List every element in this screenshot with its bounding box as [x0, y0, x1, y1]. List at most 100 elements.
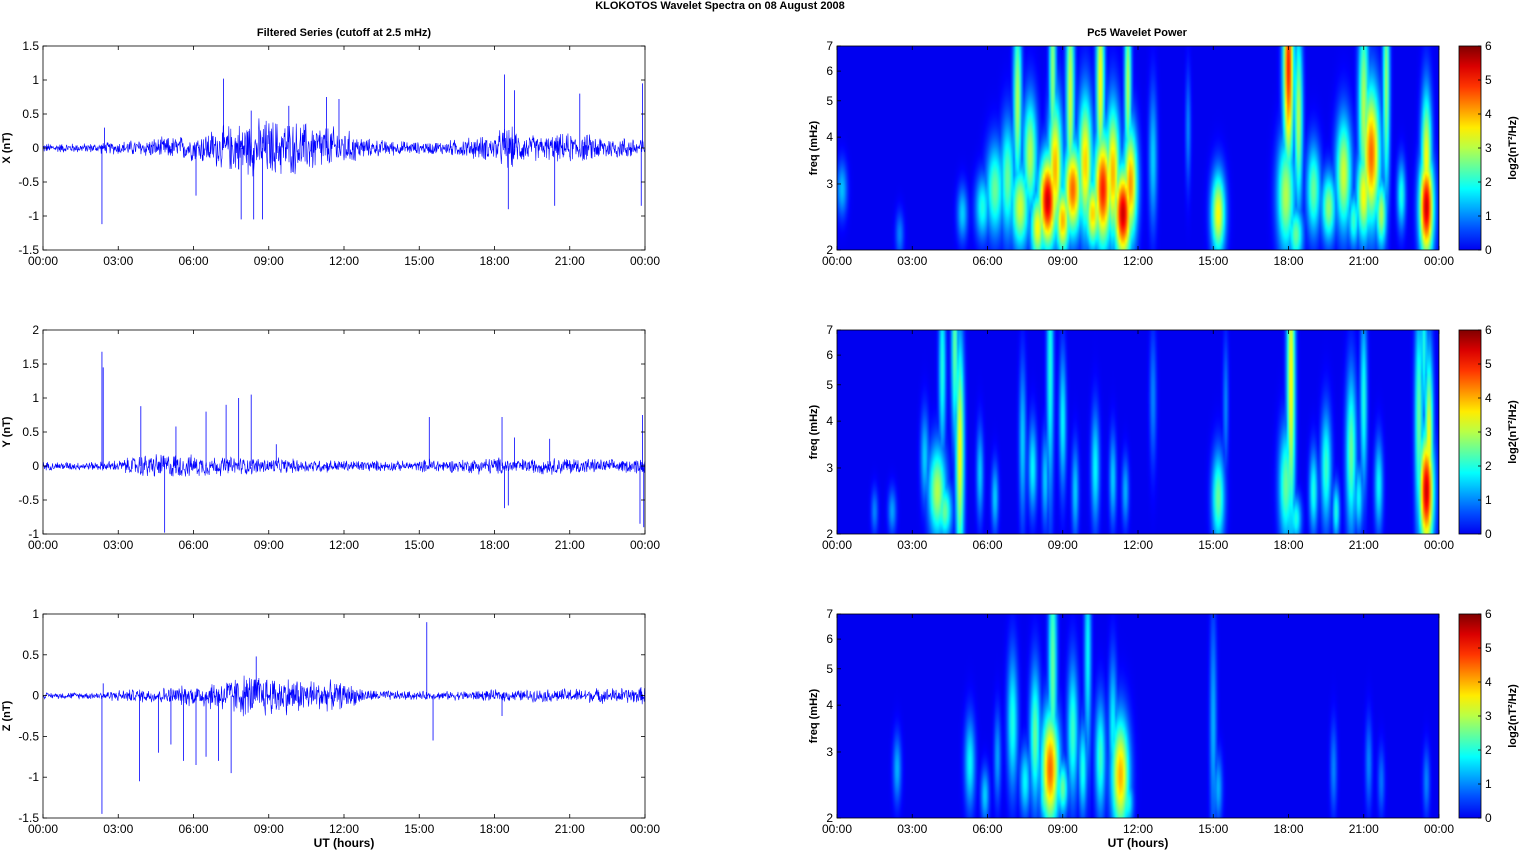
colorbar-tick-label: 1 — [1485, 493, 1492, 507]
colorbar-tick-label: 6 — [1485, 39, 1492, 53]
x-tick-label: 00:00 — [28, 538, 58, 552]
colorbar-tick-label: 2 — [1485, 459, 1492, 473]
y-tick-label: 0.5 — [22, 648, 39, 662]
x-tick-label: 12:00 — [1123, 254, 1153, 268]
colorbar-tick-label: 1 — [1485, 209, 1492, 223]
signal-line — [42, 675, 646, 717]
wavelet-panel-z: 2 3 4 5 6 7 freq (mHz) 0 1 2 3 4 5 6 log2(nT²/Hz) 00:00… — [808, 607, 1519, 850]
y-tick-label: 2 — [826, 527, 833, 541]
y-tick-label: 0 — [32, 689, 39, 703]
colorbar-tick-label: 3 — [1485, 141, 1492, 155]
y-tick-label: -0.5 — [18, 729, 39, 743]
y-tick-label: 7 — [826, 39, 833, 53]
y-tick-label: 3 — [826, 745, 833, 759]
y-tick-label: 0.5 — [22, 425, 39, 439]
x-tick-label: 00:00 — [1424, 538, 1454, 552]
y-tick-label: 2 — [826, 811, 833, 825]
y-tick-label: 4 — [826, 414, 833, 428]
y-tick-label: 2 — [826, 243, 833, 257]
panels: -1.5 -1 -0.5 0 0.5 1 1.5 X (nT) 00:00 03:00 06:00 0… — [1, 39, 1519, 850]
y-tick-label: -0.5 — [18, 493, 39, 507]
y-tick-label: 5 — [826, 94, 833, 108]
y-tick-label: 0.5 — [22, 107, 39, 121]
x-tick-label: 03:00 — [897, 538, 927, 552]
x-tick-label: 00:00 — [630, 254, 660, 268]
x-tick-label: 06:00 — [972, 538, 1002, 552]
y-tick-label: 7 — [826, 323, 833, 337]
x-tick-label: 00:00 — [630, 538, 660, 552]
plot-area — [43, 330, 645, 534]
plot-area — [43, 614, 645, 818]
x-tick-label: 03:00 — [103, 538, 133, 552]
colorbar-tick-label: 6 — [1485, 323, 1492, 337]
left-column-title: Filtered Series (cutoff at 2.5 mHz) — [257, 27, 432, 39]
x-tick-label: 18:00 — [479, 538, 509, 552]
x-tick-label: 12:00 — [1123, 822, 1153, 836]
y-tick-label: 6 — [826, 64, 833, 78]
colorbar-tick-label: 0 — [1485, 527, 1492, 541]
colorbar-tick-label: 2 — [1485, 743, 1492, 757]
series-panel-y: -1 -0.5 0 0.5 1 1.5 2 Y (nT) 00:00 03:00 06:00 09:0… — [1, 323, 660, 552]
x-tick-label: 09:00 — [1048, 822, 1078, 836]
x-tick-label: 09:00 — [254, 538, 284, 552]
x-tick-label: 18:00 — [1273, 538, 1303, 552]
y-tick-label: 4 — [826, 130, 833, 144]
x-tick-label: 15:00 — [1198, 822, 1228, 836]
colorbar-tick-label: 0 — [1485, 811, 1492, 825]
y-axis-label: Z (nT) — [1, 700, 13, 731]
y-axis-label: Y (nT) — [1, 416, 13, 447]
y-tick-label: 3 — [826, 461, 833, 475]
y-axis-label: freq (mHz) — [808, 404, 820, 459]
colorbar-tick-label: 5 — [1485, 357, 1492, 371]
colorbar-tick-label: 2 — [1485, 175, 1492, 189]
x-tick-label: 00:00 — [630, 822, 660, 836]
x-tick-label: 21:00 — [555, 822, 585, 836]
x-tick-label: 00:00 — [822, 822, 852, 836]
x-tick-label: 12:00 — [329, 254, 359, 268]
x-tick-label: 09:00 — [254, 254, 284, 268]
x-tick-label: 15:00 — [404, 254, 434, 268]
x-axis-label: UT (hours) — [1108, 836, 1169, 850]
x-tick-label: 03:00 — [103, 822, 133, 836]
x-tick-label: 09:00 — [254, 822, 284, 836]
figure-title: KLOKOTOS Wavelet Spectra on 08 August 20… — [595, 0, 845, 12]
x-tick-label: 21:00 — [1349, 254, 1379, 268]
x-tick-label: 18:00 — [479, 254, 509, 268]
x-tick-label: 06:00 — [178, 254, 208, 268]
x-tick-label: 00:00 — [822, 538, 852, 552]
x-tick-label: 15:00 — [404, 822, 434, 836]
colorbar-label: log2(nT²/Hz) — [1507, 400, 1519, 464]
colorbar — [1458, 329, 1482, 535]
y-tick-label: 1 — [32, 607, 39, 621]
x-tick-label: 03:00 — [103, 254, 133, 268]
signal-line — [42, 454, 646, 477]
x-tick-label: 21:00 — [555, 254, 585, 268]
y-tick-label: -1 — [28, 527, 39, 541]
y-tick-label: -1.5 — [18, 243, 39, 257]
x-tick-label: 00:00 — [28, 254, 58, 268]
wavelet-power-map — [837, 46, 1439, 250]
colorbar-tick-label: 6 — [1485, 607, 1492, 621]
x-tick-label: 15:00 — [1198, 254, 1228, 268]
y-tick-label: 1 — [32, 391, 39, 405]
colorbar-tick-label: 4 — [1485, 391, 1492, 405]
y-tick-label: 3 — [826, 177, 833, 191]
x-tick-label: 12:00 — [1123, 538, 1153, 552]
colorbar-tick-label: 1 — [1485, 777, 1492, 791]
colorbar-tick-label: 0 — [1485, 243, 1492, 257]
wavelet-power-map — [837, 330, 1439, 534]
x-axis-label: UT (hours) — [314, 836, 375, 850]
y-tick-label: -1 — [28, 209, 39, 223]
y-tick-label: 5 — [826, 662, 833, 676]
colorbar-label: log2(nT²/Hz) — [1507, 684, 1519, 748]
x-tick-label: 00:00 — [1424, 254, 1454, 268]
x-tick-label: 12:00 — [329, 822, 359, 836]
y-tick-label: 2 — [32, 323, 39, 337]
series-panel-z: -1.5 -1 -0.5 0 0.5 1 Z (nT) 00:00 03:00 06:00 09:0… — [1, 607, 660, 850]
right-column-title: Pc5 Wavelet Power — [1087, 27, 1188, 39]
y-tick-label: 1.5 — [22, 357, 39, 371]
x-tick-label: 00:00 — [28, 822, 58, 836]
y-tick-label: 5 — [826, 378, 833, 392]
y-tick-label: -1 — [28, 770, 39, 784]
